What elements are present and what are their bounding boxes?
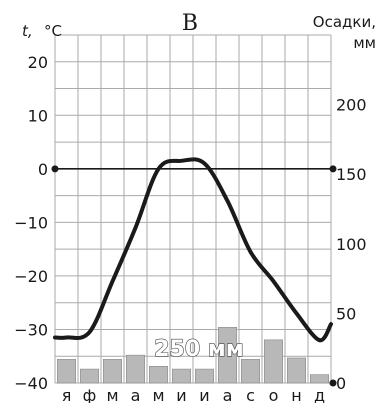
precip-bar bbox=[80, 368, 100, 384]
month-label: н bbox=[291, 386, 301, 403]
month-label: ф bbox=[83, 386, 97, 403]
temp-tick-label: −20 bbox=[14, 267, 48, 286]
precip-bar bbox=[218, 327, 238, 384]
month-label: д bbox=[314, 386, 325, 403]
zero-dot-left bbox=[51, 165, 59, 173]
temperature-line bbox=[53, 157, 333, 343]
precipitation-bars bbox=[56, 327, 329, 384]
temp-tick-label: −40 bbox=[14, 374, 48, 393]
grid bbox=[54, 34, 332, 384]
precip-bar bbox=[195, 368, 215, 384]
month-label: и bbox=[199, 386, 209, 403]
month-label: я bbox=[62, 386, 72, 403]
month-label: с bbox=[246, 386, 255, 403]
precip-bar bbox=[286, 357, 306, 384]
month-label: о bbox=[269, 386, 279, 403]
precip-bar bbox=[126, 354, 146, 384]
precip-tick-label: 100 bbox=[336, 235, 367, 254]
temp-tick-label: 10 bbox=[28, 106, 48, 125]
temp-axis-var: t, bbox=[22, 22, 33, 40]
temp-tick-label: −30 bbox=[14, 320, 48, 339]
precip-bar bbox=[149, 365, 169, 384]
precip-tick-label: 200 bbox=[336, 96, 367, 115]
temp-tick-label: 20 bbox=[28, 53, 48, 72]
precip-tick-label: 0 bbox=[336, 374, 346, 393]
temp-tick-label: −10 bbox=[14, 213, 48, 232]
precip-tick-label: 150 bbox=[336, 165, 367, 184]
month-label: м bbox=[106, 386, 118, 403]
temperature-tick-labels: 20 10 0 −10 −20 −30 −40 bbox=[14, 53, 48, 393]
month-label: а bbox=[131, 386, 141, 403]
panel-label: В bbox=[182, 11, 198, 36]
precip-tick-label: 50 bbox=[336, 304, 356, 323]
temp-tick-label: 0 bbox=[38, 160, 48, 179]
precip-bar bbox=[309, 374, 329, 384]
zero-dot-right bbox=[329, 165, 337, 173]
precip-bar bbox=[172, 368, 192, 384]
month-label: и bbox=[176, 386, 186, 403]
precip-axis-label: Осадки, bbox=[313, 13, 376, 31]
precip-bar bbox=[103, 359, 123, 384]
temp-axis-unit: °C bbox=[44, 22, 62, 40]
precipitation-tick-labels: 200 150 100 50 0 bbox=[336, 96, 367, 393]
precip-bar bbox=[263, 339, 283, 384]
annual-precipitation: 250 мм bbox=[154, 337, 244, 362]
origin-dot bbox=[329, 379, 337, 387]
precip-bar bbox=[56, 359, 76, 384]
month-label: а bbox=[223, 386, 233, 403]
month-label: м bbox=[152, 386, 164, 403]
precip-axis-unit: мм bbox=[353, 34, 376, 52]
precip-bar bbox=[241, 359, 261, 384]
